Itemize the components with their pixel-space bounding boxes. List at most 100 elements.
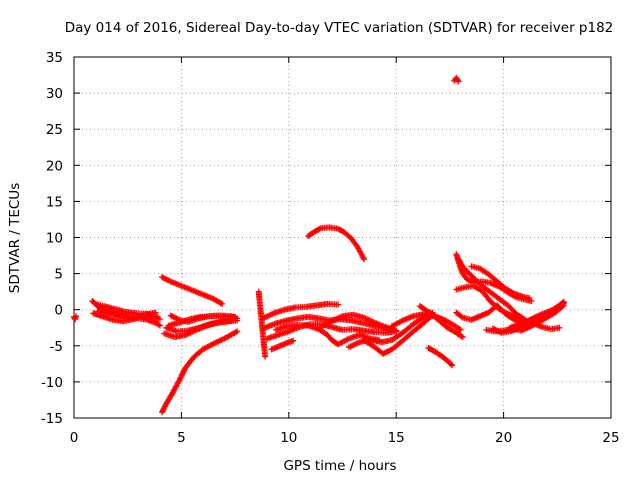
data-point (399, 329, 415, 344)
data-point (449, 362, 455, 369)
data-point (410, 320, 426, 335)
data-point (504, 289, 519, 300)
data-point (210, 295, 224, 307)
data-point (199, 341, 216, 353)
data-point (487, 289, 501, 301)
data-point (305, 313, 321, 322)
data-point (453, 309, 465, 320)
data-point (210, 336, 226, 347)
data-point (350, 326, 366, 334)
data-point (459, 270, 469, 281)
data-point (388, 318, 405, 330)
y-tick-label: 30 (46, 86, 63, 102)
data-point (261, 342, 268, 359)
data-point (159, 402, 169, 416)
data-point (72, 314, 79, 323)
grid (74, 57, 611, 418)
data-point (73, 313, 80, 320)
x-tick-labels: 0 5 10 15 20 25 (70, 430, 620, 446)
data-point (303, 302, 319, 310)
data-point (156, 316, 163, 323)
data-point (234, 328, 241, 335)
y-tick-label: 10 (46, 231, 63, 247)
data-point (335, 225, 347, 235)
data-point (182, 355, 197, 371)
x-tick-label: 5 (177, 430, 186, 446)
series-t26 (451, 74, 462, 85)
series-t18 (318, 311, 400, 334)
plot-frame (73, 56, 612, 419)
data-point (335, 336, 351, 348)
series-t20 (361, 313, 434, 357)
data-point (313, 301, 329, 309)
data-point (494, 278, 508, 291)
data-point (524, 314, 538, 325)
y-tick-label: 20 (46, 158, 63, 174)
data-point (152, 319, 162, 328)
data-point (163, 391, 175, 407)
data-point (485, 271, 499, 284)
data-point (354, 243, 367, 261)
x-tick-label: 20 (495, 430, 512, 446)
data-point (191, 347, 205, 360)
data-point (451, 76, 459, 84)
series-t21 (388, 309, 436, 330)
data-point (335, 301, 342, 308)
data-point (455, 78, 462, 85)
data-point (472, 277, 484, 288)
series-t13 (260, 300, 342, 322)
data-point (496, 306, 510, 317)
x-tick-label: 10 (280, 430, 297, 446)
data-point (283, 315, 299, 324)
series-t7 (159, 274, 226, 307)
data-point (361, 314, 377, 325)
data-point (219, 300, 226, 307)
series-t22 (305, 224, 367, 263)
data-point (328, 324, 344, 333)
data-point (487, 298, 502, 311)
data-point (431, 348, 443, 358)
data-point (543, 310, 557, 321)
data-point (479, 287, 493, 304)
data-point (477, 265, 491, 277)
data-point (260, 311, 276, 322)
series-t6 (159, 328, 241, 416)
data-point (444, 358, 454, 368)
data-point (348, 235, 360, 249)
data-point (328, 313, 344, 325)
data-point (410, 314, 426, 328)
series-t1 (71, 313, 80, 323)
data-point (504, 302, 519, 316)
y-tick-label: -15 (41, 411, 63, 427)
data-point (526, 295, 533, 302)
data-point (459, 264, 472, 276)
data-point (438, 352, 450, 363)
data-point (535, 315, 549, 326)
y-axis-label: SDTVAR / TECUs (7, 183, 23, 293)
x-tick-label: 25 (602, 430, 619, 446)
data-point (489, 325, 503, 336)
data-point (388, 338, 405, 353)
series-t16 (268, 337, 297, 353)
data-point (453, 329, 465, 340)
series-t31 (468, 263, 533, 302)
data-point (550, 303, 562, 313)
data-point (459, 334, 466, 341)
data-point (361, 337, 377, 350)
data-point (361, 256, 367, 263)
data-point (305, 229, 317, 240)
y-tick-labels: -15 -10 -5 0 5 10 15 20 25 30 35 (41, 50, 63, 427)
data-point (442, 317, 456, 328)
series-t10 (167, 312, 241, 325)
data-marks (71, 74, 567, 416)
data-point (455, 256, 466, 269)
x-tick-label: 0 (70, 430, 79, 446)
data-point (315, 326, 329, 337)
y-tick-label: 0 (54, 303, 63, 319)
data-point (453, 74, 461, 84)
data-point (221, 329, 239, 342)
data-point (324, 332, 334, 342)
data-point (399, 322, 415, 336)
data-point (464, 276, 475, 285)
